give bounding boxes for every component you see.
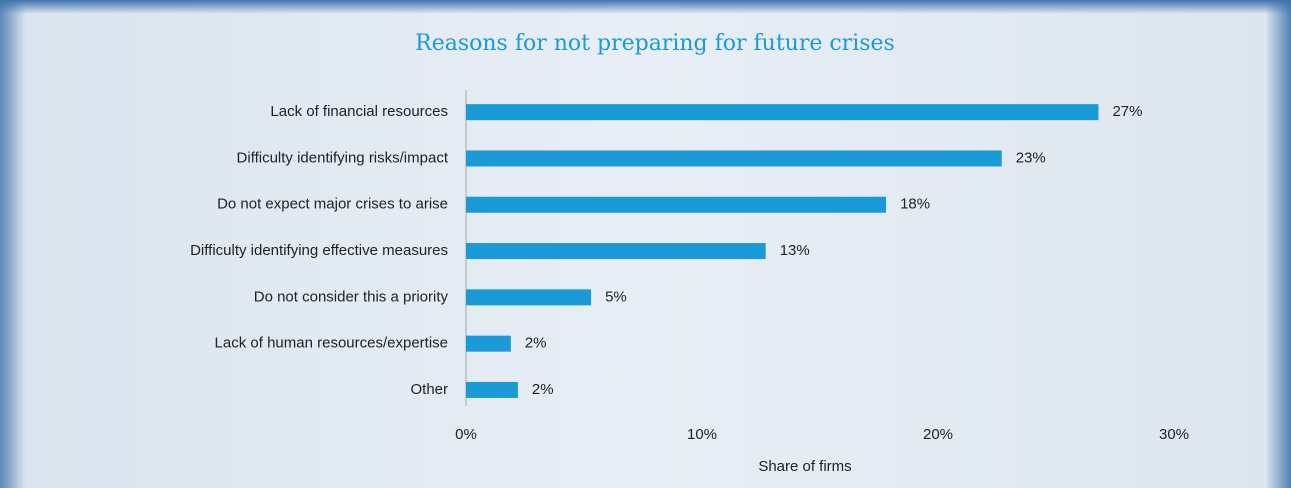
x-tick-label: 10% (687, 426, 717, 443)
bar (466, 336, 511, 352)
value-label: 18% (900, 196, 930, 213)
x-tick-label: 30% (1159, 426, 1189, 443)
y-tick-label: Difficulty identifying risks/impact (237, 149, 449, 166)
bar (466, 289, 591, 305)
y-tick-label: Do not consider this a priority (254, 288, 449, 305)
x-tick-label: 0% (455, 426, 477, 443)
value-label: 2% (525, 335, 547, 352)
bar (466, 382, 518, 398)
value-label: 23% (1016, 149, 1046, 166)
chart-title: Reasons for not preparing for future cri… (415, 31, 895, 56)
chart: Reasons for not preparing for future cri… (0, 0, 1291, 488)
x-tick-label: 20% (923, 426, 953, 443)
value-label: 27% (1112, 103, 1142, 120)
bar (466, 197, 886, 213)
y-tick-label: Do not expect major crises to arise (217, 196, 448, 213)
bar (466, 243, 766, 259)
y-tick-label: Lack of financial resources (270, 103, 448, 120)
y-tick-label: Difficulty identifying effective measure… (190, 242, 448, 259)
bar (466, 104, 1098, 120)
value-label: 5% (605, 288, 627, 305)
y-tick-label: Lack of human resources/expertise (215, 335, 448, 352)
background-edge (0, 0, 1291, 14)
y-tick-label: Other (410, 381, 448, 398)
bar (466, 150, 1002, 166)
x-axis-title: Share of firms (758, 458, 851, 475)
value-label: 13% (780, 242, 810, 259)
value-label: 2% (532, 381, 554, 398)
